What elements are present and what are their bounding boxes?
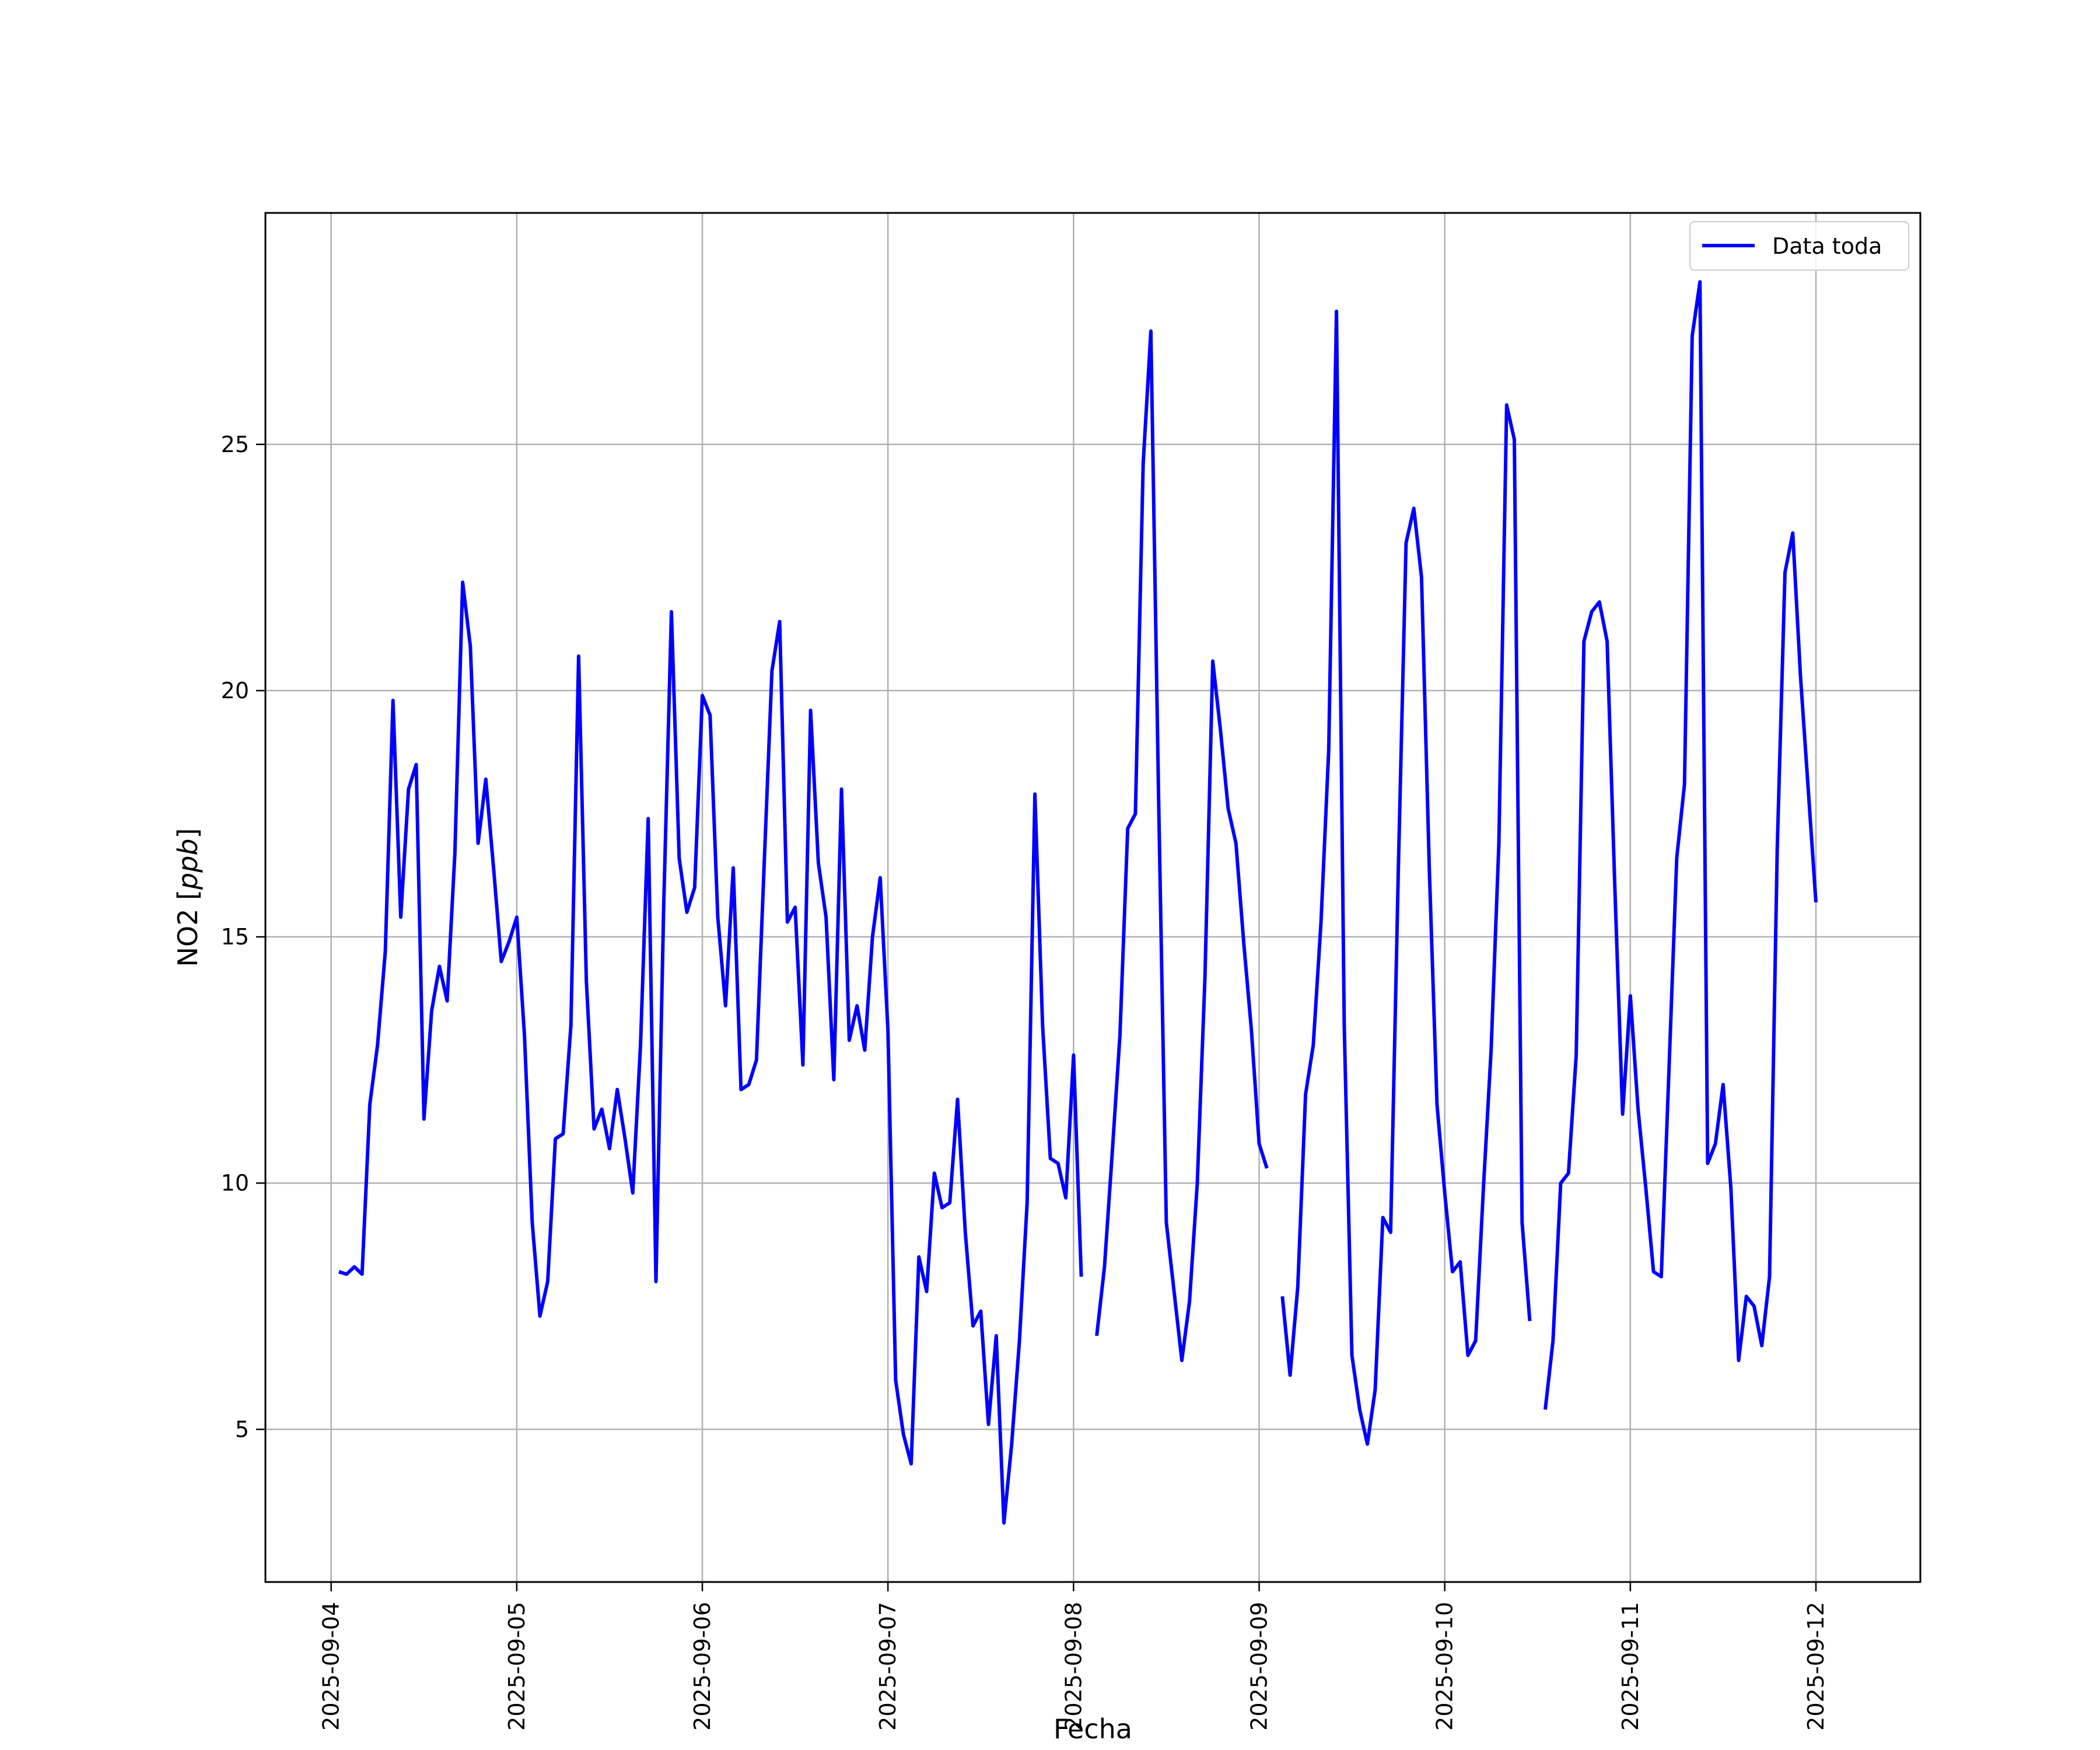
plot-area-frame xyxy=(264,212,1922,1583)
series-line-0 xyxy=(338,280,1818,1525)
x-tick-label: 2025-09-08 xyxy=(1060,1602,1086,1731)
y-tick-label: 25 xyxy=(221,432,249,457)
x-tick-label: 2025-09-04 xyxy=(318,1602,344,1731)
legend-box xyxy=(1689,221,1909,271)
y-axis-label: NO2 [ppb] xyxy=(172,828,204,967)
legend-series-label: Data toda xyxy=(1772,233,1882,259)
x-tick-label: 2025-09-11 xyxy=(1618,1602,1643,1731)
x-tick-label: 2025-09-12 xyxy=(1803,1602,1829,1731)
x-tick-label: 2025-09-06 xyxy=(690,1602,715,1731)
plot-series xyxy=(338,280,1818,1525)
axis-ticks: 2025-09-04 2025-09-05 2025-09-06 2025-09-07… xyxy=(221,432,1829,1731)
y-tick-label: 15 xyxy=(221,924,249,950)
x-tick-label: 2025-09-10 xyxy=(1432,1602,1458,1731)
legend: Data toda xyxy=(1689,221,1909,271)
y-tick-label: 20 xyxy=(221,678,249,704)
y-tick-label: 5 xyxy=(235,1416,249,1442)
x-tick-label: 2025-09-05 xyxy=(504,1602,530,1731)
x-axis-label: Fecha xyxy=(1054,1713,1132,1745)
y-tick-label: 10 xyxy=(221,1170,249,1196)
grid-lines xyxy=(265,213,1920,1582)
x-tick-label: 2025-09-09 xyxy=(1247,1602,1272,1731)
x-tick-label: 2025-09-07 xyxy=(875,1602,901,1731)
